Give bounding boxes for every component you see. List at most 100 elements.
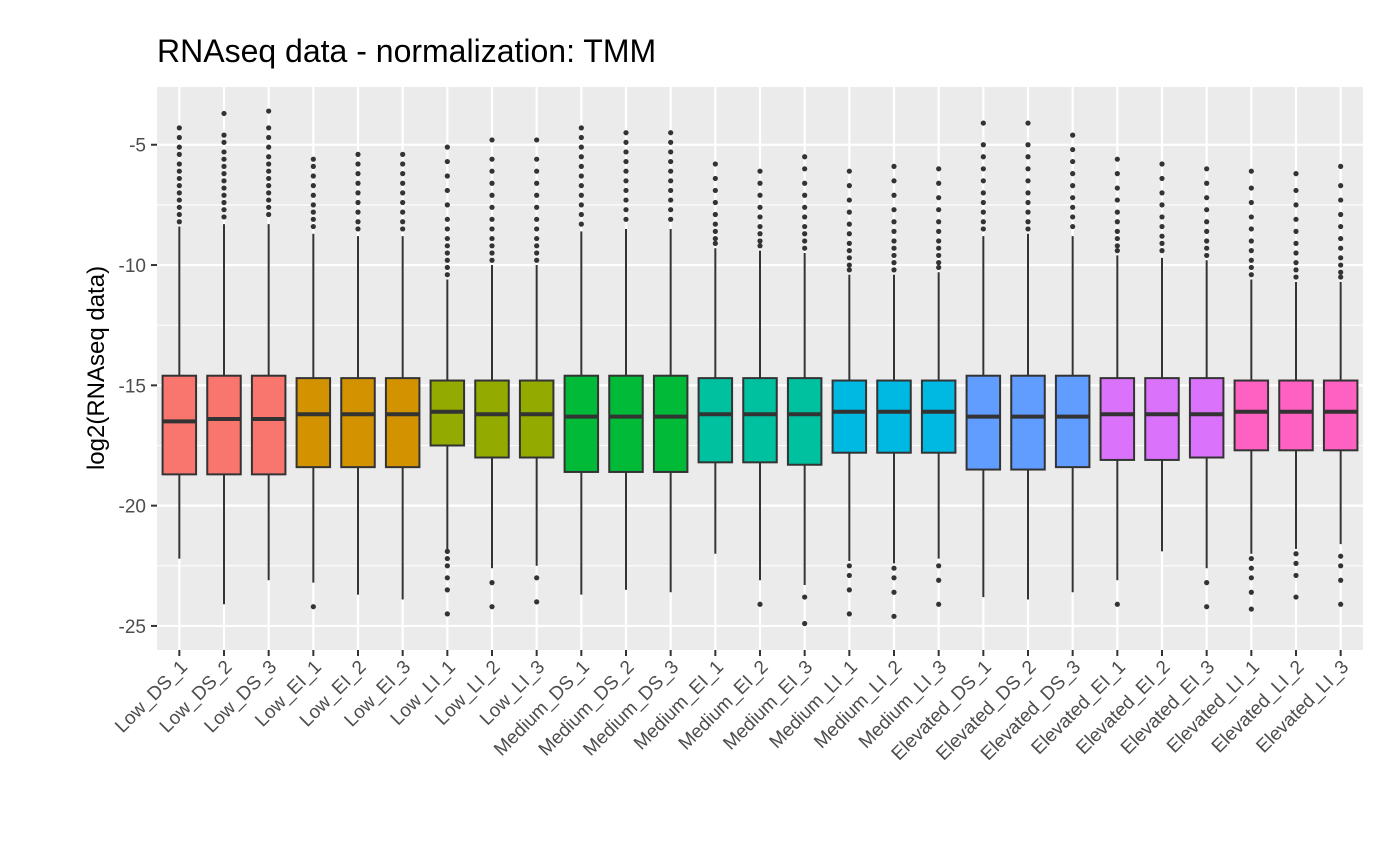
outlier-point — [176, 125, 182, 131]
outlier-point — [1025, 209, 1031, 215]
outlier-point — [757, 214, 763, 220]
box-Low_EI_3 — [384, 151, 421, 600]
outlier-point — [1204, 219, 1210, 225]
outlier-point — [444, 264, 450, 271]
outlier-point — [1159, 175, 1165, 182]
outlier-point — [846, 183, 852, 189]
outlier-point — [444, 563, 450, 569]
outlier-point — [221, 192, 227, 198]
y-tick-label: -10 — [119, 256, 146, 277]
outlier-point — [936, 228, 942, 234]
outlier-point — [310, 173, 316, 179]
outlier-point — [891, 178, 897, 184]
outlier-point — [891, 267, 897, 273]
outlier-point — [266, 204, 272, 210]
outlier-point — [846, 563, 852, 569]
outlier-point — [266, 197, 272, 203]
box-body — [340, 377, 376, 469]
box-Medium_DS_1 — [563, 125, 600, 595]
outlier-point — [534, 204, 540, 210]
outlier-point — [1025, 154, 1031, 160]
outlier-point — [489, 216, 495, 222]
outlier-point — [1159, 240, 1165, 246]
outlier-point — [176, 144, 182, 150]
outlier-point — [668, 168, 674, 174]
outlier-point — [1114, 197, 1120, 203]
outlier-point — [444, 272, 450, 278]
outlier-point — [891, 192, 897, 198]
outlier-point — [489, 137, 495, 143]
outlier-point — [176, 211, 182, 218]
box-body — [652, 374, 689, 473]
outlier-point — [1338, 163, 1344, 169]
outlier-point — [936, 238, 942, 244]
outlier-point — [578, 183, 584, 189]
outlier-point — [266, 190, 272, 196]
outlier-point — [310, 163, 316, 169]
outlier-point — [891, 163, 897, 169]
box-Elevated_EI_1 — [1099, 156, 1136, 607]
outlier-point — [1293, 216, 1299, 222]
outlier-point — [1293, 572, 1299, 579]
outlier-point — [1159, 202, 1165, 208]
outlier-point — [980, 166, 986, 172]
outlier-point — [489, 250, 495, 256]
outlier-point — [846, 168, 852, 174]
outlier-point — [176, 168, 182, 174]
outlier-point — [444, 250, 450, 256]
outlier-point — [1338, 563, 1344, 569]
outlier-point — [846, 587, 852, 593]
outlier-point — [1025, 178, 1031, 184]
outlier-point — [444, 202, 450, 208]
outlier-point — [757, 231, 763, 237]
outlier-point — [1025, 219, 1031, 225]
outlier-point — [444, 216, 450, 222]
outlier-point — [176, 161, 182, 167]
outlier-point — [400, 219, 406, 225]
outlier-point — [578, 163, 584, 169]
outlier-point — [757, 223, 763, 230]
outlier-point — [668, 197, 674, 203]
outlier-point — [1338, 269, 1344, 275]
outlier-point — [1293, 187, 1299, 194]
box-Elevated_DS_1 — [965, 120, 1002, 598]
outlier-point — [1204, 580, 1210, 586]
outlier-point — [1204, 166, 1210, 172]
outlier-point — [623, 197, 629, 203]
outlier-point — [355, 226, 361, 232]
outlier-point — [1293, 228, 1299, 234]
outlier-point — [623, 207, 629, 213]
outlier-point — [1248, 272, 1254, 278]
box-Medium_LI_1 — [831, 168, 868, 617]
outlier-point — [266, 125, 272, 131]
outlier-point — [757, 204, 763, 210]
outlier-point — [400, 171, 406, 177]
outlier-point — [534, 192, 540, 198]
outlier-point — [1070, 195, 1076, 201]
outlier-point — [444, 144, 450, 150]
outlier-point — [1293, 202, 1299, 208]
outlier-point — [444, 575, 450, 581]
box-Elevated_EI_3 — [1188, 166, 1225, 610]
outlier-point — [1025, 190, 1031, 196]
outlier-point — [1204, 180, 1210, 186]
outlier-point — [1204, 238, 1210, 244]
outlier-point — [1025, 120, 1031, 126]
outlier-point — [980, 142, 986, 148]
outlier-point — [489, 204, 495, 210]
outlier-point — [221, 171, 227, 177]
outlier-point — [802, 204, 808, 210]
box-Low_DS_3 — [250, 108, 287, 581]
outlier-point — [1293, 594, 1299, 600]
outlier-point — [1248, 226, 1254, 232]
outlier-point — [936, 207, 942, 213]
outlier-point — [891, 238, 897, 244]
outlier-point — [1338, 197, 1344, 203]
outlier-point — [400, 226, 406, 232]
outlier-point — [936, 245, 942, 251]
outlier-point — [1114, 171, 1120, 177]
outlier-point — [400, 209, 406, 215]
outlier-point — [221, 207, 227, 213]
outlier-point — [712, 235, 718, 242]
outlier-point — [355, 171, 361, 177]
